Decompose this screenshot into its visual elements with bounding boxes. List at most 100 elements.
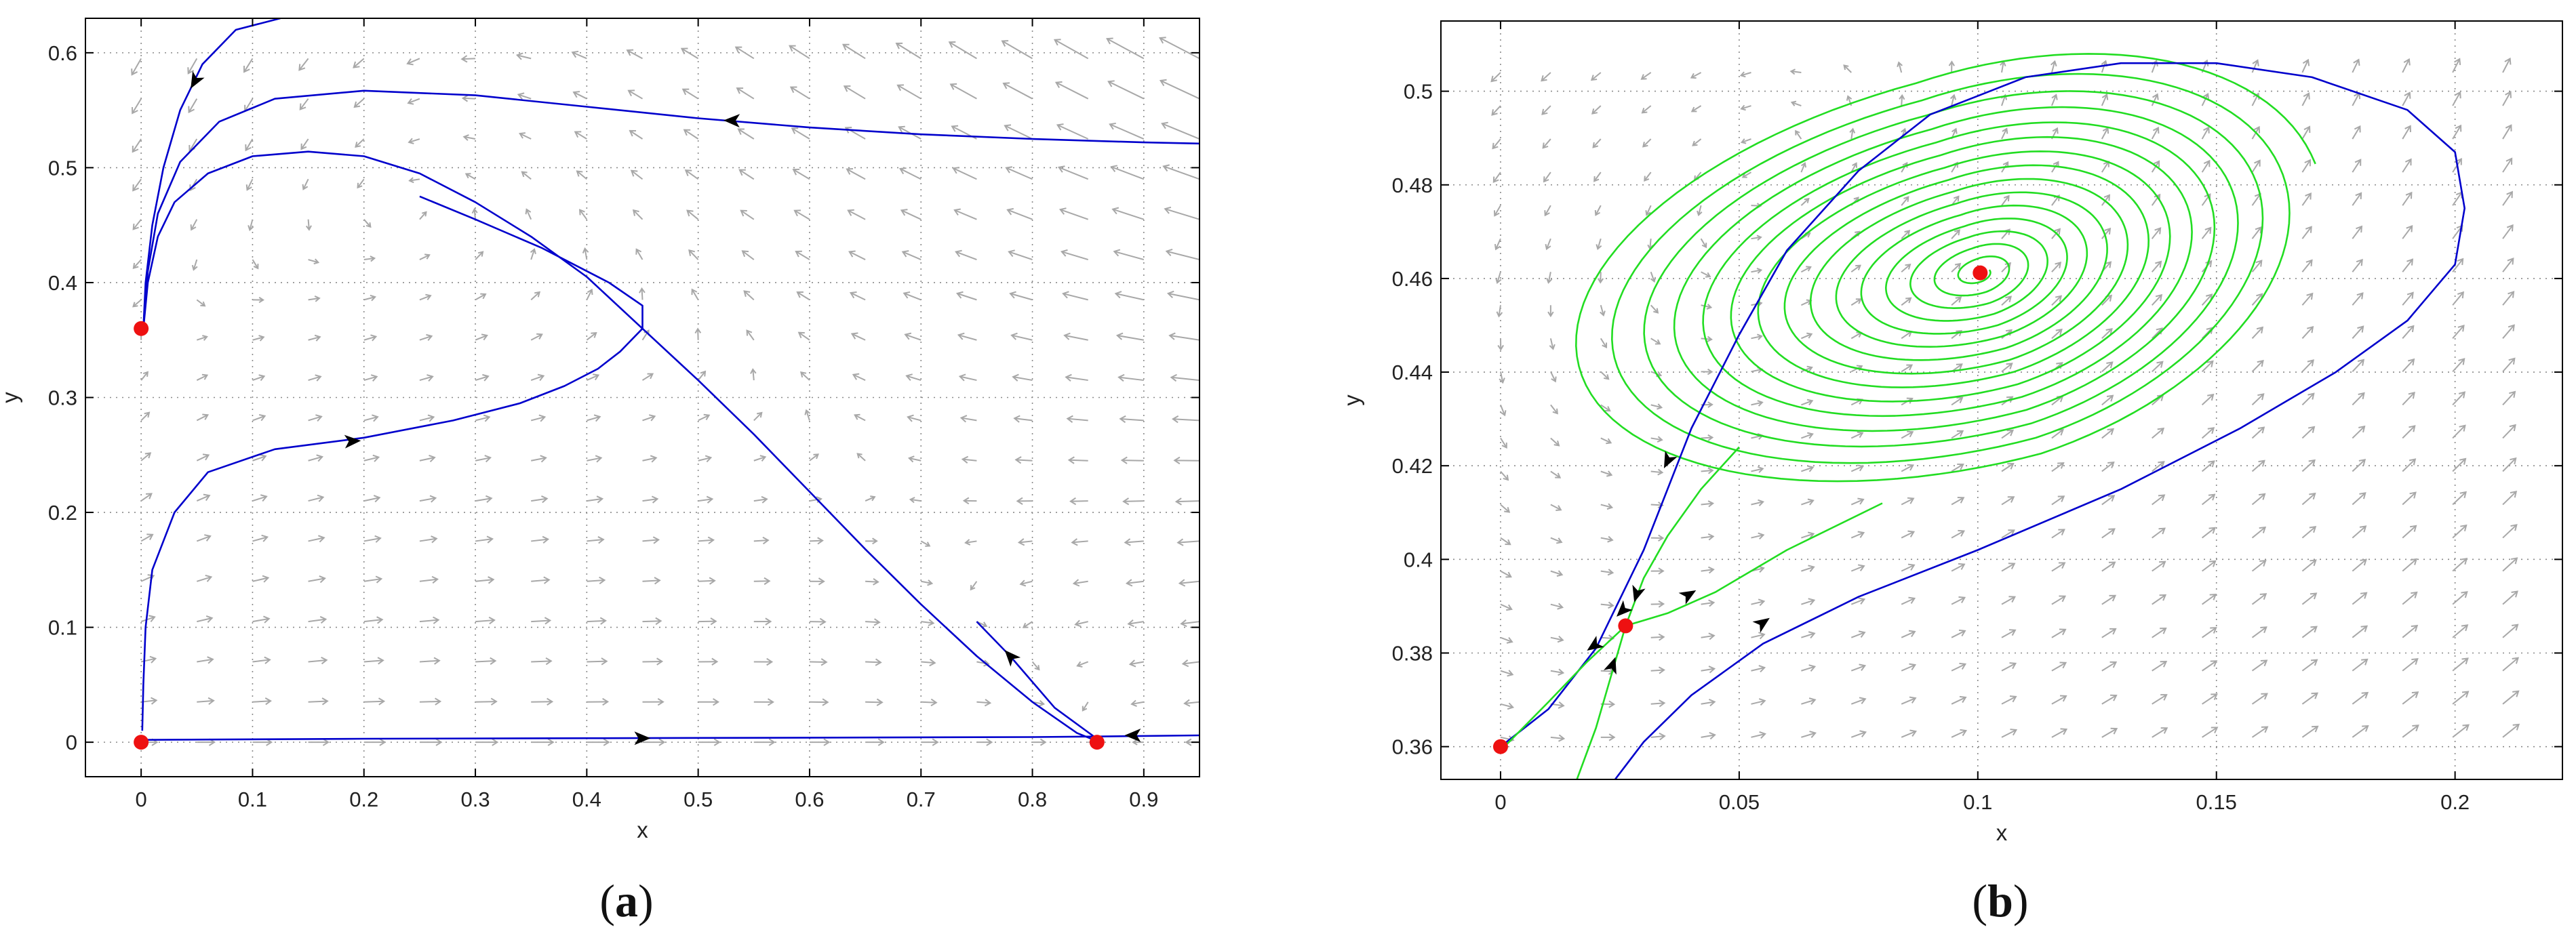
- field-arrow-head: [435, 738, 443, 746]
- field-arrow-head: [142, 371, 149, 378]
- field-arrow-head: [2210, 627, 2217, 634]
- field-arrow-head: [1908, 630, 1916, 637]
- field-arrow-head: [1790, 100, 1797, 106]
- field-arrow-head: [435, 697, 442, 706]
- field-arrow-head: [1692, 140, 1698, 146]
- equilibrium-point: [1618, 618, 1633, 634]
- field-arrow-head: [898, 125, 905, 133]
- field-arrow: [2452, 724, 2470, 738]
- field-arrow: [965, 540, 977, 544]
- field-arrow-head: [654, 577, 661, 585]
- field-arrow-head: [1858, 630, 1866, 638]
- equilibrium-point: [1492, 739, 1508, 754]
- field-arrow-head: [740, 209, 747, 217]
- field-arrow: [2301, 559, 2316, 572]
- field-arrow-head: [2157, 427, 2165, 435]
- x-tick-label: 0.15: [2196, 790, 2237, 814]
- field-arrow-head: [2409, 491, 2417, 499]
- field-arrow: [2301, 93, 2310, 106]
- field-arrow: [2402, 59, 2410, 73]
- field-arrow-head: [2410, 525, 2417, 532]
- field-arrow: [140, 616, 155, 623]
- field-arrow: [681, 47, 699, 60]
- field-arrow-head: [370, 256, 376, 262]
- field-arrow: [1642, 138, 1652, 147]
- field-arrow: [1801, 433, 1813, 439]
- field-arrow: [246, 178, 254, 190]
- field-arrow: [517, 54, 532, 60]
- field-arrow: [2452, 125, 2461, 140]
- field-arrow-head: [768, 738, 776, 746]
- field-arrow-head: [203, 493, 211, 502]
- field-arrow-head: [1907, 464, 1914, 471]
- y-tick-label: 0.5: [1404, 80, 1433, 104]
- field-arrow-head: [656, 657, 664, 666]
- field-arrow-head: [2103, 194, 2111, 201]
- field-arrow-head: [408, 177, 414, 184]
- field-arrow: [1006, 167, 1033, 180]
- field-arrow-head: [425, 293, 432, 301]
- field-arrow: [1901, 95, 1903, 106]
- field-arrow-head: [1757, 400, 1764, 407]
- field-arrow-head: [2310, 592, 2318, 600]
- field-arrow: [2001, 430, 2014, 439]
- field-arrow: [685, 169, 699, 180]
- field-arrow: [1002, 40, 1033, 60]
- field-arrow-head: [2505, 157, 2513, 165]
- field-arrow-head: [1607, 535, 1614, 543]
- field-arrow-head: [1958, 529, 1965, 537]
- field-arrow-head: [1906, 364, 1914, 371]
- field-arrow-head: [1076, 661, 1083, 668]
- field-arrow: [531, 701, 553, 703]
- field-arrow: [1701, 734, 1716, 738]
- field-arrow: [970, 581, 978, 590]
- field-arrow-head: [707, 536, 715, 544]
- field-arrow-head: [767, 698, 774, 706]
- field-arrow-head: [1124, 538, 1131, 546]
- field-arrow: [846, 168, 866, 180]
- field-arrow-head: [1606, 503, 1614, 510]
- field-arrow-head: [541, 495, 549, 504]
- field-arrow-head: [2309, 492, 2316, 500]
- field-arrow: [1003, 83, 1033, 100]
- field-arrow-head: [187, 67, 195, 75]
- field-arrow-head: [1707, 401, 1713, 408]
- field-arrow: [1850, 298, 1861, 306]
- field-arrow: [642, 498, 658, 502]
- x-axis-label: x: [637, 817, 648, 842]
- field-arrow-head: [2304, 159, 2312, 167]
- field-arrow-head: [2303, 125, 2311, 134]
- field-arrow: [2051, 729, 2067, 738]
- field-arrow-head: [1602, 342, 1608, 349]
- field-arrow: [1741, 105, 1751, 110]
- field-arrow-head: [146, 493, 153, 499]
- field-arrow: [244, 98, 254, 112]
- field-arrow: [698, 414, 710, 422]
- field-arrow: [900, 168, 922, 180]
- field-arrow-head: [205, 615, 214, 624]
- field-arrow: [1646, 205, 1652, 216]
- field-arrow-head: [2358, 459, 2366, 466]
- field-arrow-head: [1708, 632, 1716, 640]
- field-arrow-head: [705, 455, 713, 463]
- field-arrow: [586, 374, 599, 381]
- vector-field: [1490, 57, 2520, 743]
- field-arrow-head: [1604, 406, 1611, 412]
- field-arrow-head: [2107, 462, 2115, 468]
- field-arrow: [2502, 191, 2513, 206]
- field-arrow: [1600, 470, 1612, 476]
- field-arrow: [1131, 701, 1145, 705]
- field-arrow: [1850, 598, 1865, 605]
- field-arrow-head: [2459, 491, 2467, 498]
- field-arrow-head: [2160, 627, 2167, 634]
- field-arrow-head: [148, 615, 156, 623]
- field-arrow-head: [2360, 625, 2369, 632]
- field-arrow-head: [2109, 628, 2117, 635]
- field-arrow-head: [964, 539, 971, 546]
- field-arrow-head: [791, 127, 799, 134]
- field-arrow-head: [1658, 600, 1665, 608]
- field-arrow-head: [1858, 597, 1866, 605]
- field-arrow-head: [1180, 619, 1187, 628]
- field-arrow: [2502, 125, 2512, 140]
